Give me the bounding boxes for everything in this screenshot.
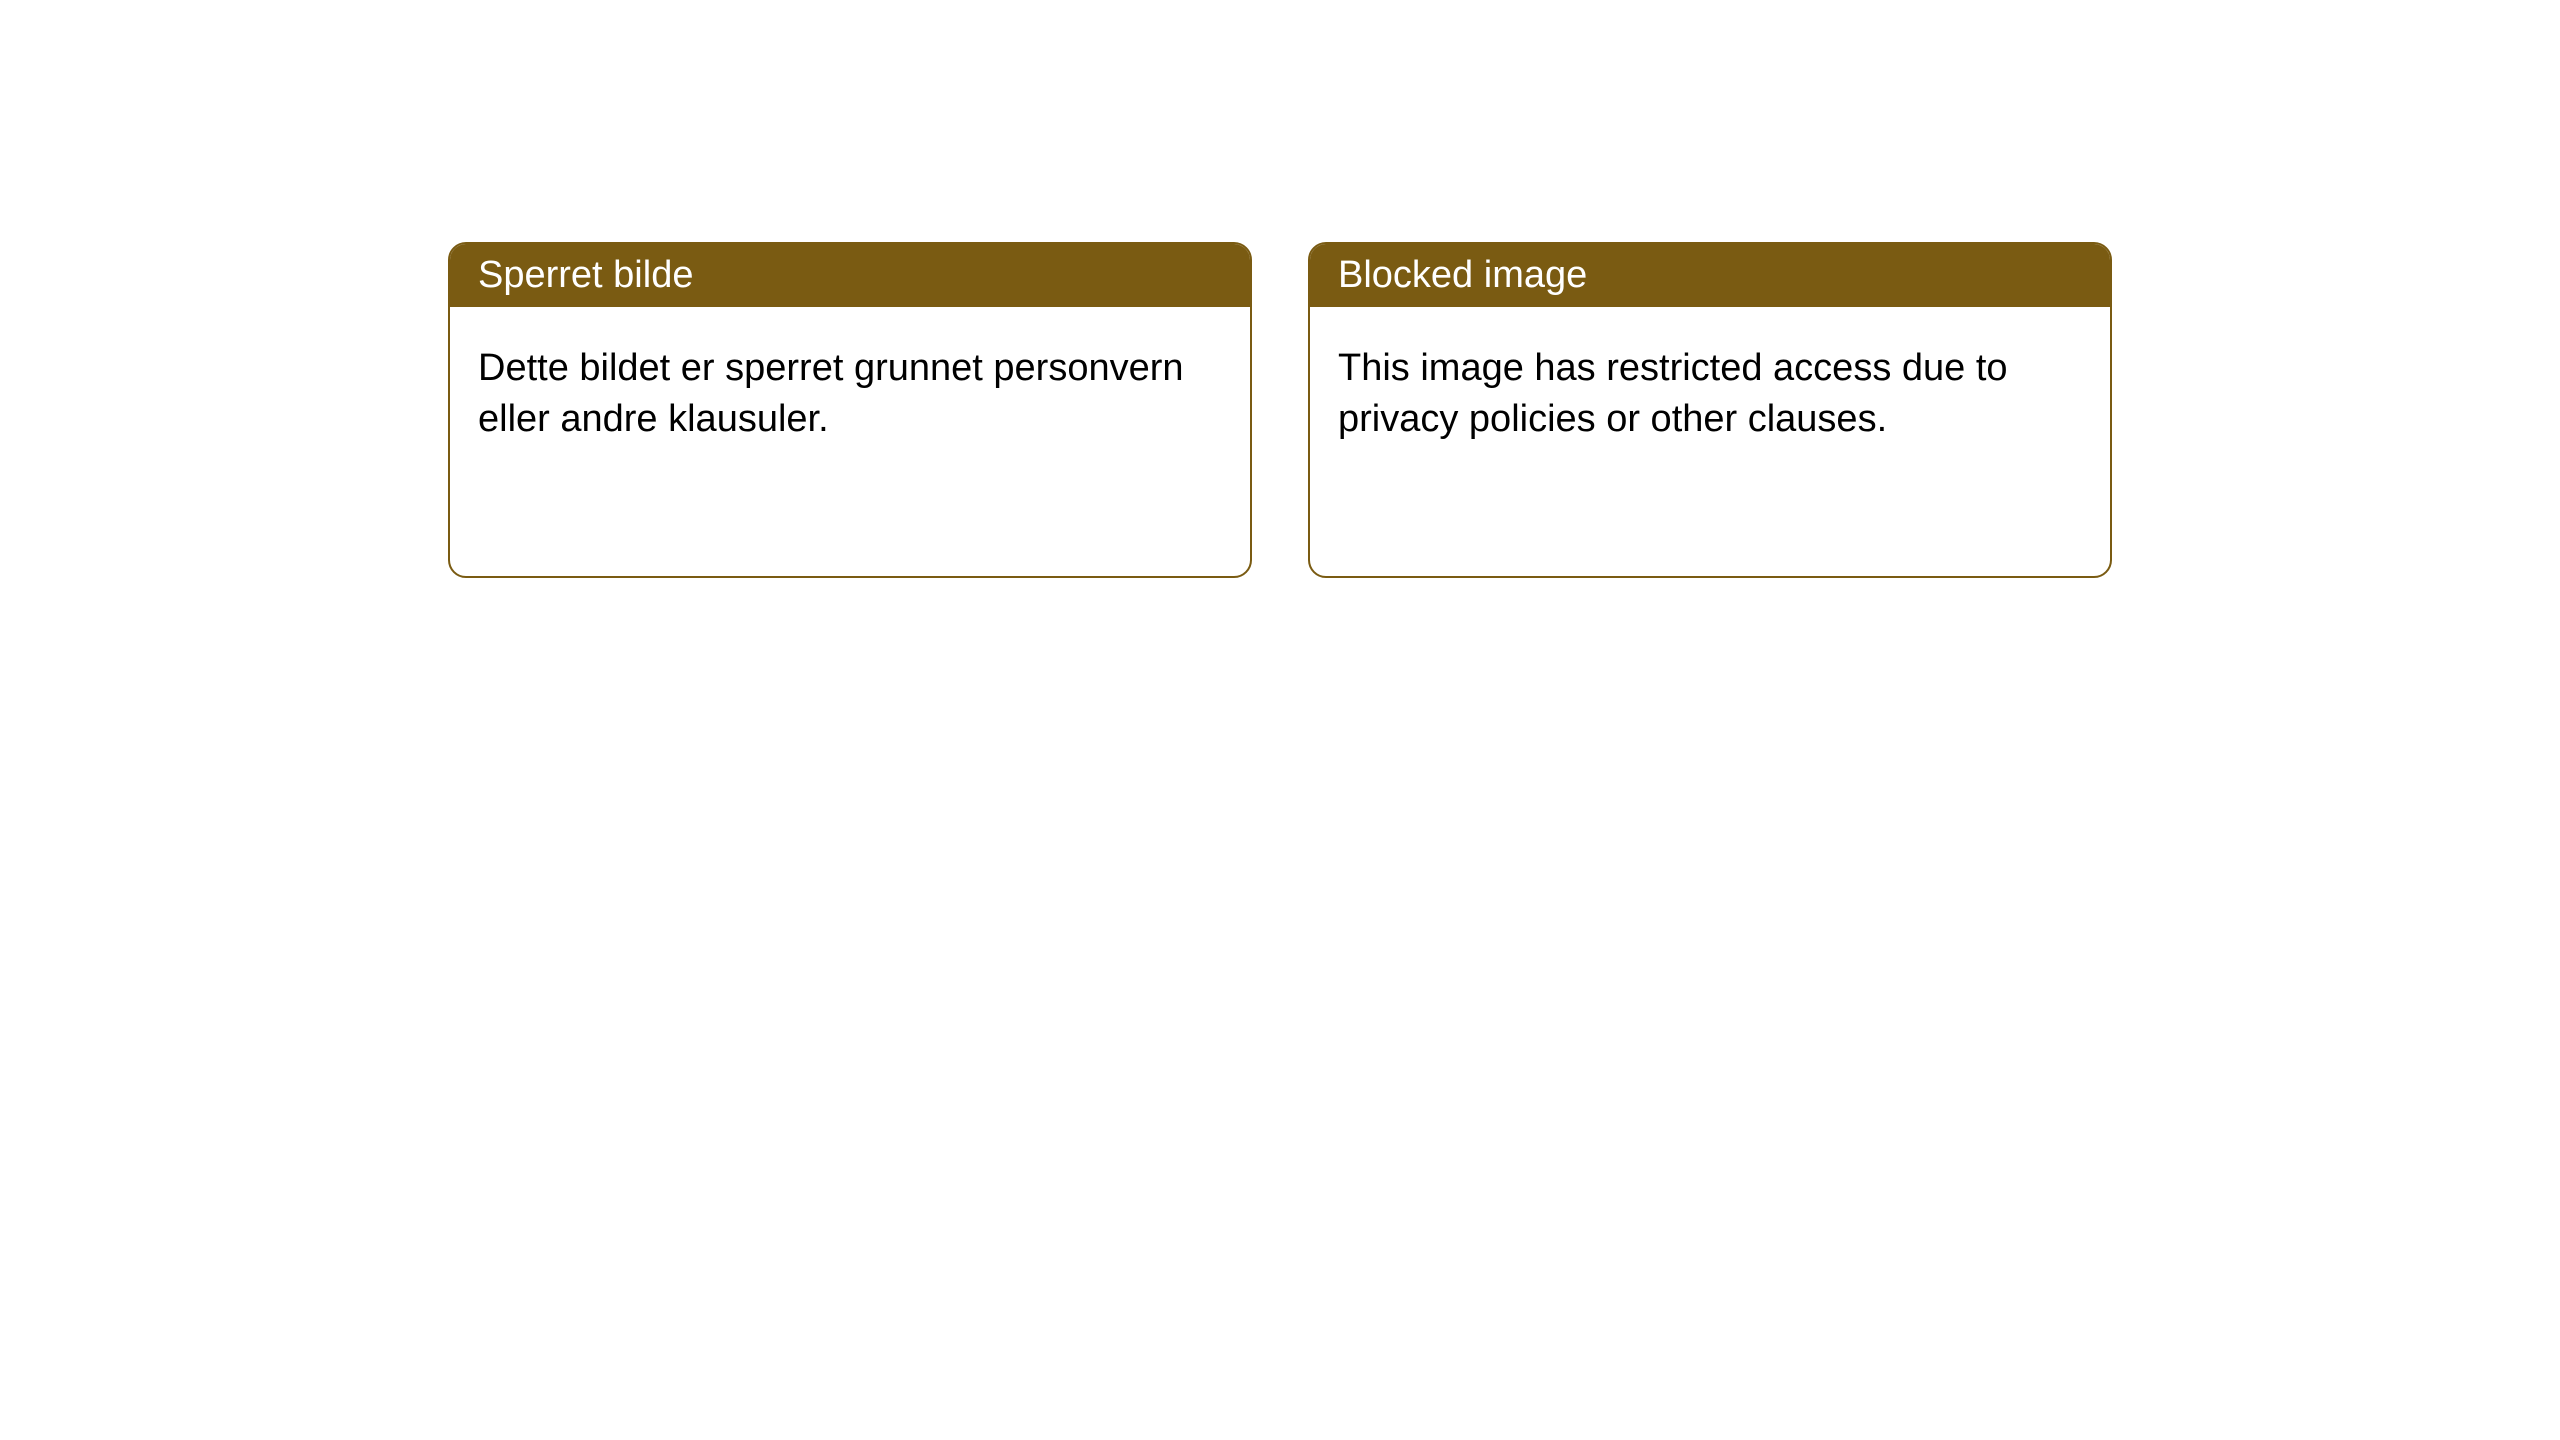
notice-title: Blocked image bbox=[1338, 254, 1587, 296]
notice-header: Blocked image bbox=[1310, 244, 2110, 307]
notice-body-text: Dette bildet er sperret grunnet personve… bbox=[478, 347, 1184, 440]
notice-header: Sperret bilde bbox=[450, 244, 1250, 307]
notice-body: This image has restricted access due to … bbox=[1310, 307, 2110, 482]
notice-title: Sperret bilde bbox=[478, 254, 693, 296]
notice-body-text: This image has restricted access due to … bbox=[1338, 347, 2008, 440]
notice-card-norwegian: Sperret bilde Dette bildet er sperret gr… bbox=[448, 242, 1252, 578]
notice-body: Dette bildet er sperret grunnet personve… bbox=[450, 307, 1250, 482]
notice-container: Sperret bilde Dette bildet er sperret gr… bbox=[0, 0, 2560, 578]
notice-card-english: Blocked image This image has restricted … bbox=[1308, 242, 2112, 578]
